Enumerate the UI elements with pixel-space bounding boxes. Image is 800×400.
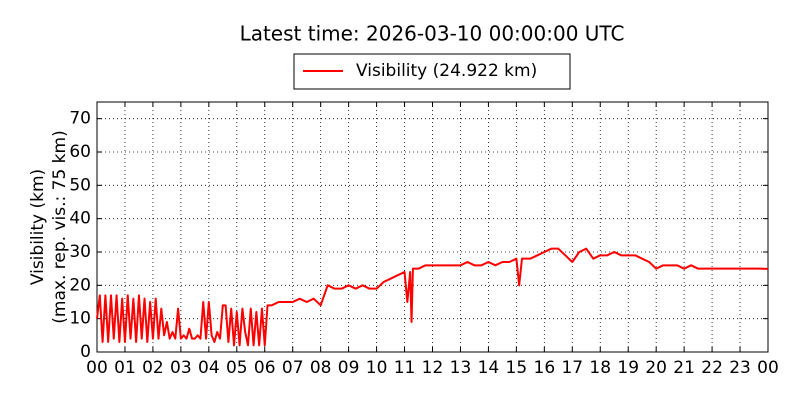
x-tick-label: 00 [86, 358, 108, 378]
y-tick-label: 30 [69, 242, 91, 262]
x-tick-label: 08 [310, 358, 332, 378]
y-tick-label: 0 [80, 342, 91, 362]
y-tick-label: 70 [69, 109, 91, 129]
x-tick-label: 19 [617, 358, 639, 378]
x-tick-label: 10 [366, 358, 388, 378]
x-tick-label: 21 [673, 358, 695, 378]
x-tick-label: 15 [506, 358, 528, 378]
x-tick-label: 03 [170, 358, 192, 378]
x-tick-label: 04 [198, 358, 220, 378]
x-tick-label: 07 [282, 358, 304, 378]
y-tick-label: 40 [69, 209, 91, 229]
y-tick-label: 20 [69, 275, 91, 295]
y-tick-label: 50 [69, 175, 91, 195]
plot-frame [96, 101, 769, 353]
y-tick-label: 10 [69, 309, 91, 329]
chart-title: Latest time: 2026-03-10 00:00:00 UTC [240, 22, 625, 46]
y-axis-label: Visibility (km) (max. rep. vis.: 75 km) [28, 130, 70, 323]
x-tick-label: 00 [757, 358, 779, 378]
x-tick-label: 12 [422, 358, 444, 378]
y-label-line: (max. rep. vis.: 75 km) [50, 130, 70, 323]
x-tick-label: 14 [478, 358, 500, 378]
x-tick-label: 17 [561, 358, 583, 378]
x-tick-label: 22 [701, 358, 723, 378]
series-line [96, 247, 769, 347]
y-tick-label: 60 [69, 142, 91, 162]
x-tick-label: 02 [142, 358, 164, 378]
x-tick-label: 11 [394, 358, 416, 378]
x-tick-label: 05 [226, 358, 248, 378]
x-tick-label: 13 [450, 358, 472, 378]
x-tick-label: 06 [254, 358, 276, 378]
legend-label: Visibility (24.922 km) [356, 61, 537, 81]
x-tick-label: 09 [338, 358, 360, 378]
x-tick-label: 23 [729, 358, 751, 378]
y-label-line: Visibility (km) [28, 169, 48, 285]
x-tick-label: 16 [534, 358, 556, 378]
x-tick-label: 18 [589, 358, 611, 378]
x-tick-label: 20 [645, 358, 667, 378]
x-tick-label: 01 [114, 358, 136, 378]
